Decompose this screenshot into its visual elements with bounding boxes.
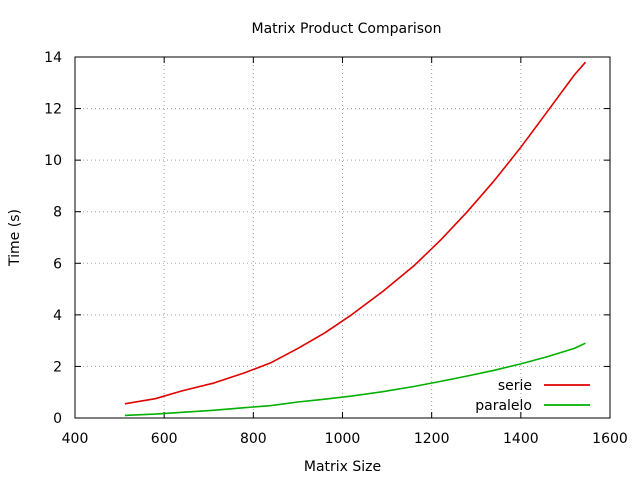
series-line-paralelo — [124, 342, 586, 417]
x-tick-label: 1200 — [414, 431, 450, 447]
y-tick-label: 10 — [44, 153, 62, 169]
legend: serie paralelo — [475, 378, 590, 414]
y-tick-label: 12 — [44, 102, 62, 118]
ticks: 400 600 800 1000 1200 1400 1600 0 2 4 6 8 10 12 14 — [44, 50, 628, 447]
y-axis-label: Time (s) — [7, 209, 23, 267]
series — [124, 61, 587, 417]
y-tick-label: 8 — [53, 205, 62, 221]
x-tick-label: 400 — [62, 431, 89, 447]
x-tick-label: 1400 — [503, 431, 539, 447]
legend-label-paralelo: paralelo — [475, 398, 532, 414]
x-tick-label: 800 — [240, 431, 267, 447]
y-tick-label: 14 — [44, 50, 62, 66]
x-tick-label: 600 — [151, 431, 178, 447]
chart-title: Matrix Product Comparison — [252, 21, 442, 37]
y-tick-label: 6 — [53, 256, 62, 272]
x-tick-label: 1600 — [592, 431, 628, 447]
y-tick-label: 0 — [53, 411, 62, 427]
grid — [75, 57, 610, 418]
y-tick-label: 2 — [53, 359, 62, 375]
x-tick-label: 1000 — [325, 431, 361, 447]
x-axis-label: Matrix Size — [304, 459, 381, 475]
y-tick-label: 4 — [53, 308, 62, 324]
series-line-serie — [124, 61, 587, 405]
legend-label-serie: serie — [498, 378, 532, 394]
